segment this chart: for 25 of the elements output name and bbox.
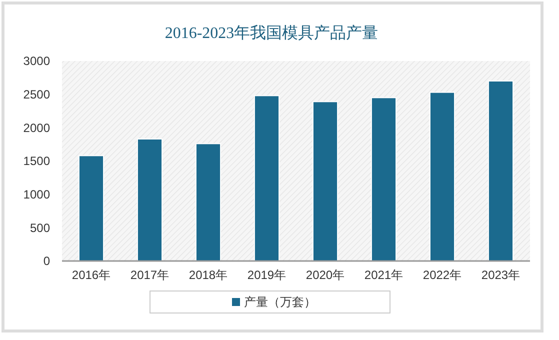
bar [254, 95, 280, 262]
y-tick-label: 1000 [23, 188, 50, 202]
y-tick-label: 3000 [23, 54, 50, 68]
x-tick-label: 2023年 [481, 268, 520, 282]
bar [136, 138, 163, 262]
x-tick-label: 2019年 [247, 268, 286, 282]
x-tick-label: 2017年 [130, 268, 170, 282]
bar [488, 80, 514, 262]
y-tick-label: 0 [43, 254, 50, 268]
bar [370, 97, 397, 262]
x-tick-label: 2020年 [306, 268, 345, 282]
chart-title: 2016-2023年我国模具产品产量 [164, 24, 378, 42]
bar [312, 101, 338, 262]
y-tick-label: 500 [30, 220, 50, 235]
y-tick-label: 2500 [23, 88, 50, 102]
x-tick-label: 2022年 [422, 268, 462, 282]
x-tick-label: 2021年 [364, 268, 404, 282]
legend-label: 产量（万套） [244, 295, 316, 310]
x-tick-label: 2016年 [72, 268, 111, 282]
bar [195, 143, 222, 262]
x-tick-label: 2018年 [188, 268, 228, 282]
bar [429, 92, 456, 262]
y-tick-label: 2000 [23, 120, 50, 135]
bar [78, 155, 104, 262]
y-tick-label: 1500 [23, 154, 50, 168]
